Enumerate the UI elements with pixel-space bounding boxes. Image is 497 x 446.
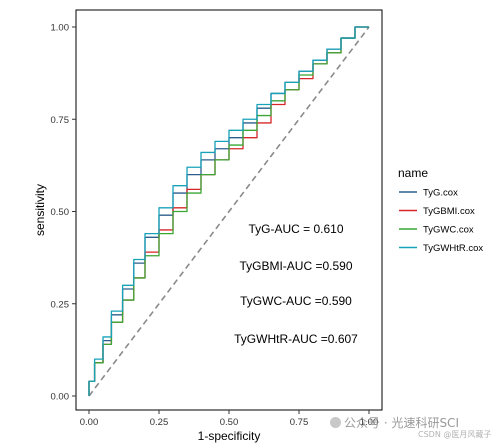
x-tick-label: 0.00: [80, 417, 99, 428]
roc-line-tygwhtr-cox: [88, 26, 369, 396]
auc-annotation: TyGWC-AUC =0.590: [240, 294, 352, 308]
auc-annotation: TyGWHtR-AUC =0.607: [234, 332, 358, 346]
y-tick-label: 0.25: [51, 299, 70, 310]
wechat-icon: [330, 417, 341, 428]
y-tick-label: 0.50: [51, 207, 70, 218]
legend-label: TyGWC.cox: [423, 225, 474, 236]
axes: 0.00 0.00 0.25 0.25 0.50 0.50 0.75 0.75 1.00 1.00…: [33, 23, 378, 444]
watermark: 公众号 · 光速科研SCI: [330, 414, 459, 431]
x-tick-label: 0.25: [150, 417, 169, 428]
watermark-text: 公众号 · 光速科研SCI: [344, 416, 459, 430]
auc-annotations: TyG-AUC = 0.610 TyGBMI-AUC =0.590 TyGWC-AU…: [234, 222, 358, 346]
reference-diagonal-line: [88, 26, 370, 397]
legend: name TyG.cox TyGBMI.cox TyGWC.cox TyGWHtR.co…: [398, 166, 483, 254]
legend-label: TyGBMI.cox: [423, 206, 475, 217]
watermark-sub: CSDN @医月风藏子: [418, 430, 492, 439]
legend-title: name: [398, 166, 428, 180]
y-tick-label: 0.00: [51, 392, 70, 403]
y-tick-label: 0.75: [51, 115, 70, 126]
plot-area: [75, 9, 383, 411]
x-tick-label: 1.00: [360, 417, 379, 428]
legend-label: TyG.cox: [423, 188, 458, 199]
auc-annotation: TyG-AUC = 0.610: [248, 222, 343, 236]
y-tick-label: 1.00: [51, 23, 70, 34]
x-tick-label: 0.50: [220, 417, 239, 428]
x-tick-label: 0.75: [290, 417, 309, 428]
auc-annotation: TyGBMI-AUC =0.590: [239, 259, 352, 273]
legend-label: TyGWHtR.cox: [423, 243, 483, 254]
y-axis-title: sensitivity: [33, 184, 47, 236]
panel-background: [76, 10, 382, 410]
x-axis-title: 1-specificity: [198, 429, 261, 443]
